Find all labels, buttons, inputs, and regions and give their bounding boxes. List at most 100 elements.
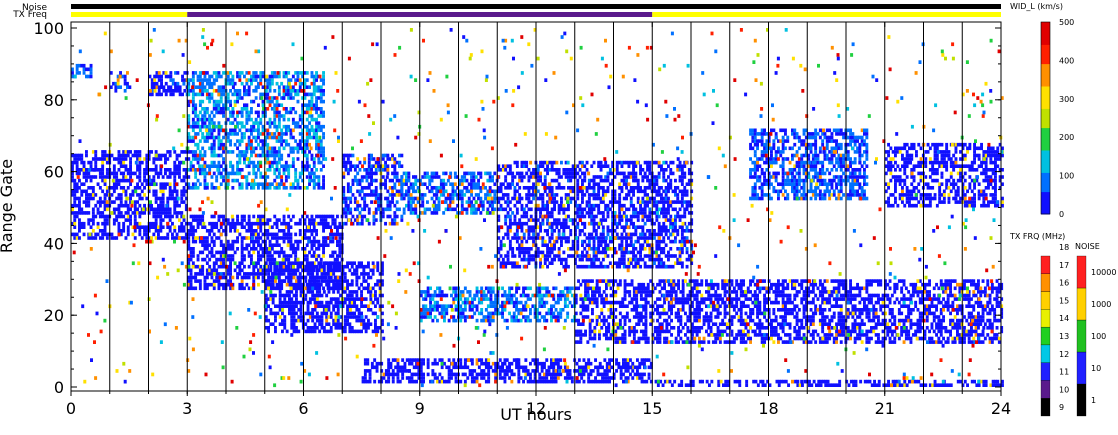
echo-cell bbox=[405, 193, 408, 197]
echo-cell bbox=[291, 150, 295, 154]
echo-cell bbox=[245, 178, 249, 183]
echo-cell bbox=[159, 229, 163, 233]
echo-cell bbox=[626, 369, 630, 373]
echo-cell bbox=[353, 218, 357, 222]
echo-cell bbox=[159, 214, 163, 219]
echo-cell bbox=[236, 110, 239, 115]
echo-cell bbox=[252, 121, 256, 125]
echo-cell bbox=[291, 117, 295, 122]
echo-cell bbox=[508, 365, 511, 370]
echo-cell bbox=[336, 311, 340, 316]
echo-cell bbox=[162, 85, 166, 89]
echo-cell bbox=[426, 315, 430, 319]
echo-cell bbox=[243, 135, 246, 140]
echo-cell bbox=[254, 71, 258, 75]
echo-cell bbox=[161, 175, 165, 179]
echo-cell bbox=[119, 200, 123, 204]
echo-cell bbox=[513, 221, 517, 226]
echo-cell bbox=[152, 225, 156, 229]
echo-cell bbox=[94, 157, 98, 161]
echo-cell bbox=[364, 304, 368, 308]
echo-cell bbox=[477, 196, 480, 201]
echo-cell bbox=[430, 186, 434, 190]
echo-cell bbox=[370, 171, 373, 176]
echo-cell bbox=[215, 257, 219, 262]
echo-cell bbox=[454, 286, 458, 291]
txfreq-segment bbox=[71, 12, 188, 17]
echo-cell bbox=[126, 203, 130, 208]
echo-cell bbox=[506, 203, 510, 208]
echo-cell bbox=[140, 182, 144, 186]
echo-cell bbox=[589, 369, 593, 373]
echo-cell bbox=[336, 257, 339, 262]
echo-cell bbox=[367, 308, 370, 312]
echo-cell bbox=[283, 300, 287, 305]
echo-cell bbox=[270, 121, 274, 125]
echo-cell bbox=[331, 236, 335, 240]
echo-cell bbox=[168, 189, 172, 194]
echo-cell bbox=[196, 186, 200, 190]
echo-cell bbox=[381, 329, 384, 334]
echo-cell bbox=[538, 379, 542, 384]
echo-cell bbox=[473, 297, 477, 301]
echo-cell bbox=[529, 225, 533, 229]
echo-cell bbox=[194, 114, 198, 118]
echo-cell bbox=[157, 214, 160, 219]
echo-cell bbox=[87, 160, 91, 165]
echo-cell bbox=[339, 300, 342, 305]
echo-cell bbox=[356, 221, 360, 226]
echo-cell bbox=[444, 171, 448, 176]
echo-cell bbox=[407, 189, 411, 194]
echo-cell bbox=[322, 261, 326, 265]
echo-cell bbox=[233, 103, 237, 107]
echo-cell bbox=[329, 239, 332, 244]
echo-cell bbox=[317, 146, 321, 151]
echo-cell bbox=[284, 225, 288, 229]
echo-cell bbox=[274, 326, 277, 330]
echo-cell bbox=[169, 78, 173, 82]
echo-cell bbox=[298, 117, 302, 122]
echo-cell bbox=[184, 203, 188, 208]
echo-cell bbox=[334, 297, 338, 301]
echo-cell bbox=[605, 365, 609, 370]
echo-cell bbox=[398, 207, 401, 212]
echo-cell bbox=[563, 365, 567, 370]
echo-cell bbox=[226, 135, 230, 140]
echo-cell bbox=[171, 189, 174, 194]
echo-cell bbox=[626, 361, 630, 366]
echo-cell bbox=[527, 247, 531, 251]
echo-cell bbox=[282, 218, 286, 222]
echo-cell bbox=[238, 78, 242, 82]
echo-cell bbox=[466, 315, 470, 319]
echo-cell bbox=[196, 92, 200, 97]
echo-cell bbox=[153, 74, 157, 79]
echo-cell bbox=[529, 229, 533, 233]
echo-cell bbox=[301, 121, 305, 125]
echo-cell bbox=[318, 286, 322, 291]
echo-cell bbox=[236, 160, 239, 165]
echo-cell bbox=[438, 293, 442, 298]
echo-cell bbox=[91, 189, 95, 194]
echo-cell bbox=[320, 268, 324, 273]
echo-cell bbox=[191, 99, 195, 104]
echo-cell bbox=[157, 71, 161, 75]
echo-cell bbox=[515, 207, 519, 212]
echo-cell bbox=[463, 175, 467, 179]
echo-cell bbox=[112, 81, 115, 86]
echo-cell bbox=[161, 207, 165, 212]
echo-cell bbox=[205, 182, 209, 186]
echo-cell bbox=[152, 189, 156, 194]
echo-cell bbox=[459, 365, 463, 370]
echo-cell bbox=[254, 247, 258, 251]
echo-cell bbox=[205, 171, 209, 176]
echo-cell bbox=[430, 211, 434, 215]
echo-cell bbox=[259, 78, 263, 82]
echo-cell bbox=[261, 146, 265, 151]
echo-cell bbox=[303, 139, 307, 143]
echo-cell bbox=[294, 247, 298, 251]
echo-cell bbox=[201, 164, 205, 168]
echo-cell bbox=[212, 142, 216, 147]
echo-cell bbox=[198, 150, 202, 154]
echo-cell bbox=[360, 300, 363, 305]
echo-cell bbox=[333, 232, 337, 237]
